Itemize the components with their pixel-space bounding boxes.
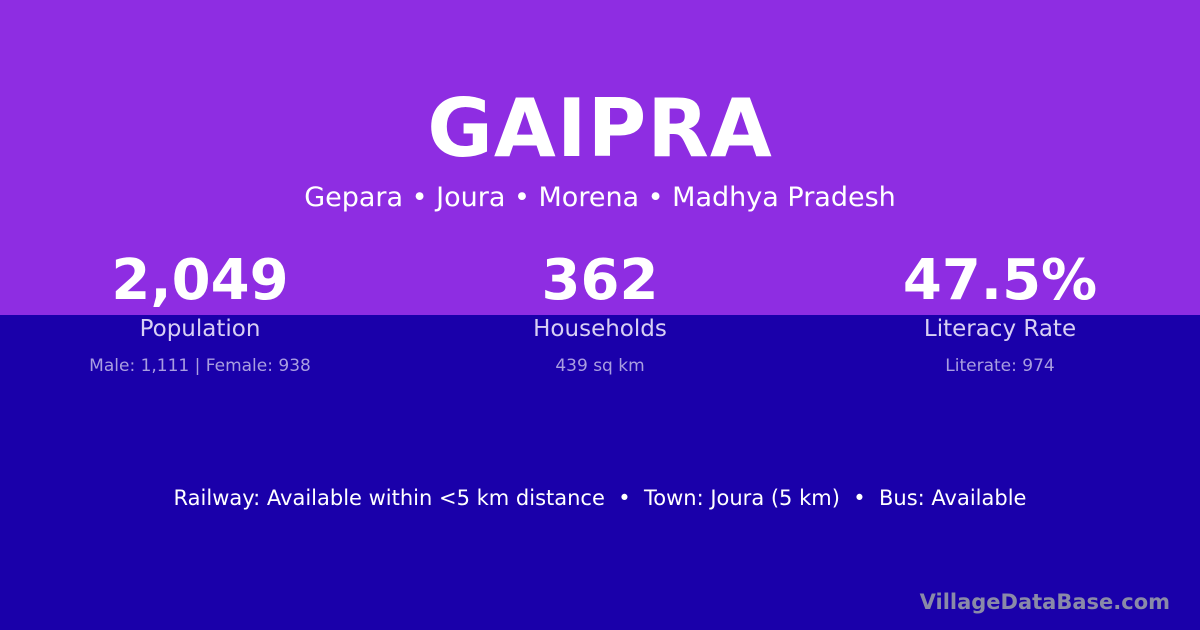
watermark: VillageDataBase.com <box>919 590 1170 614</box>
stat-households: 362 Households 439 sq km <box>400 248 800 376</box>
location-breadcrumb: Gepara • Joura • Morena • Madhya Pradesh <box>304 182 896 213</box>
stat-literacy: 47.5% Literacy Rate Literate: 974 <box>800 248 1200 376</box>
stat-value: 47.5% <box>902 248 1098 313</box>
stat-label: Literacy Rate <box>923 316 1077 342</box>
stat-value: 362 <box>541 248 659 313</box>
stat-detail: Literate: 974 <box>945 356 1055 376</box>
stat-population: 2,049 Population Male: 1,111 | Female: 9… <box>0 248 400 376</box>
header-band <box>0 0 1200 315</box>
stat-value: 2,049 <box>111 248 289 313</box>
village-title: GAIPRA <box>427 82 773 175</box>
stat-detail: Male: 1,111 | Female: 938 <box>89 356 311 376</box>
stat-label: Households <box>533 316 667 342</box>
connectivity-info: Railway: Available within <5 km distance… <box>173 486 1027 510</box>
stat-label: Population <box>139 316 261 342</box>
stat-detail: 439 sq km <box>555 356 645 376</box>
